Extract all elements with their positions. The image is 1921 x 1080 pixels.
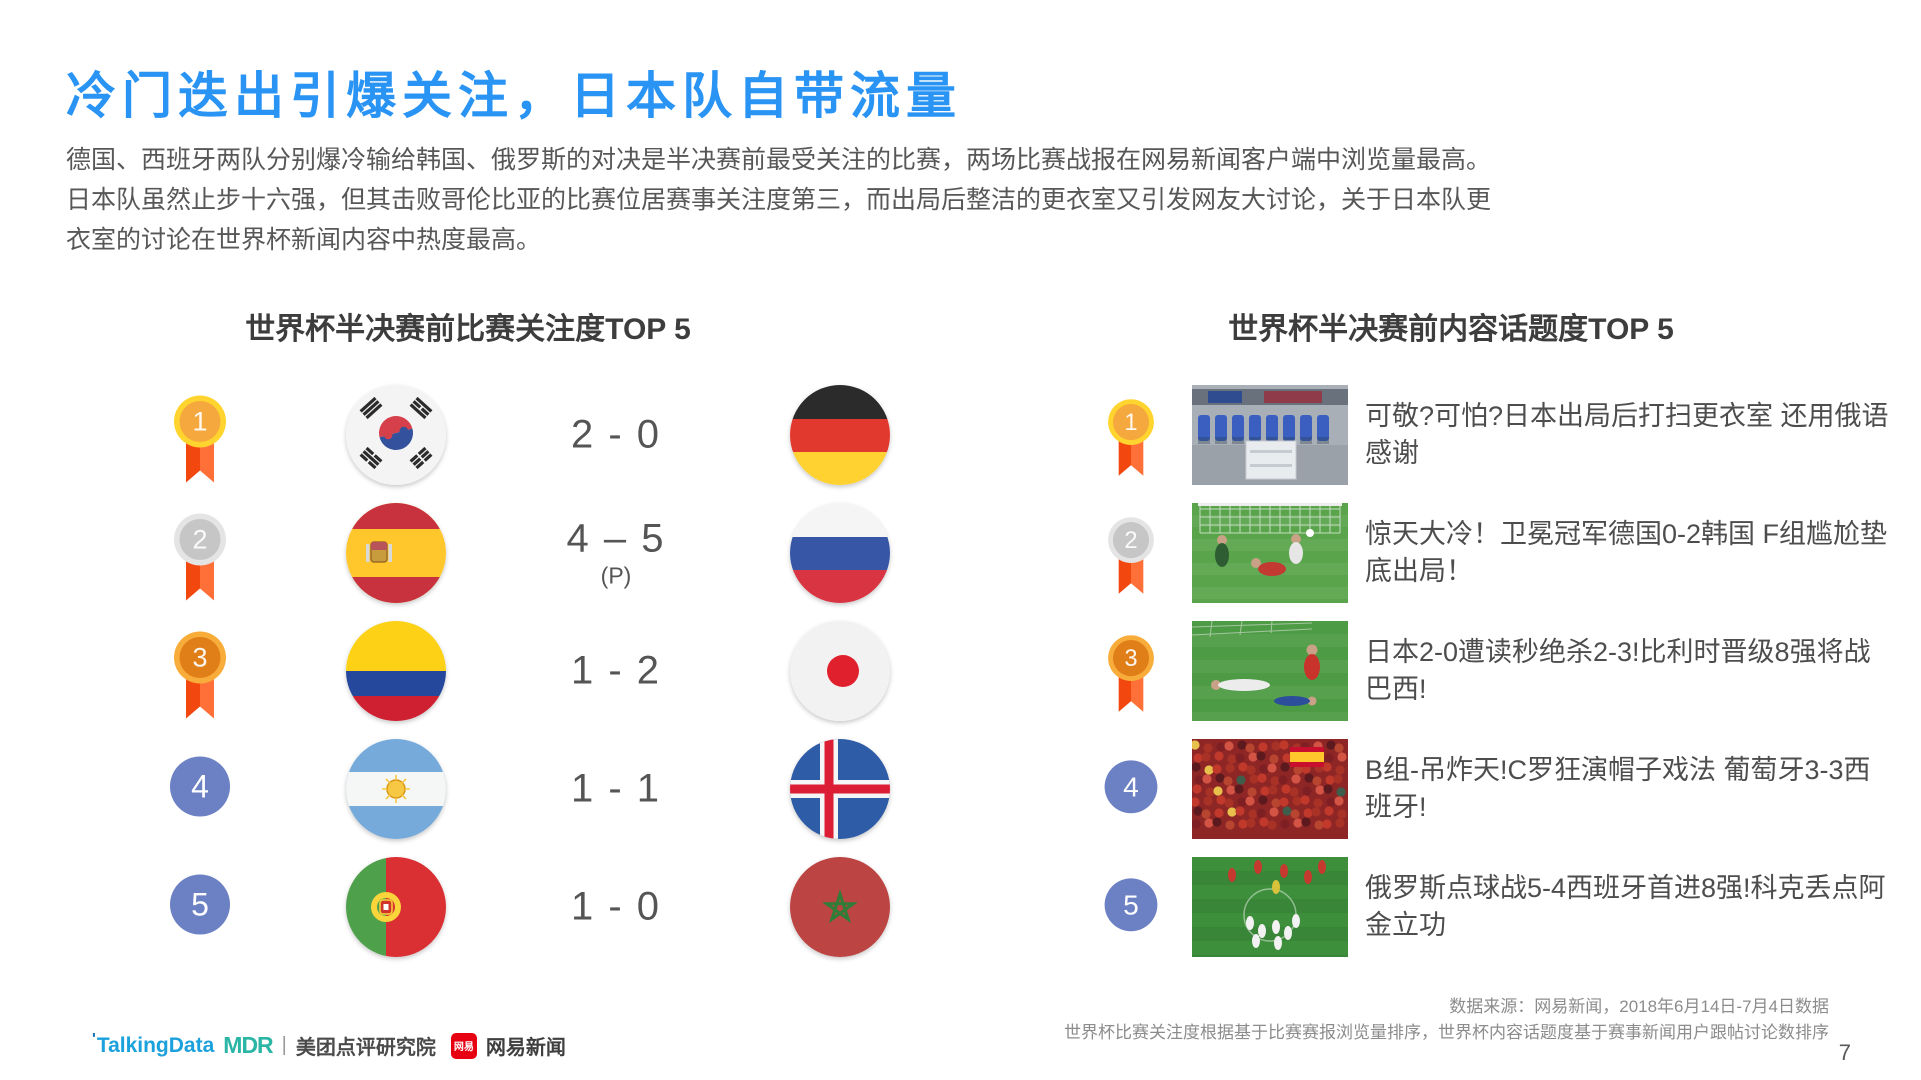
spain-flag	[346, 503, 446, 603]
source-line-1: 数据来源：网易新闻，2018年6月14日-7月4日数据	[1449, 997, 1829, 1016]
rank-2-badge: 2	[1105, 516, 1156, 601]
rank-1-badge: 1	[1105, 398, 1156, 483]
svg-text:2: 2	[192, 525, 207, 555]
rank-1-badge: 1	[171, 395, 229, 492]
rank-4-badge: 4	[1103, 759, 1159, 820]
topic-row-5: 5 俄罗斯点球战5-4西班牙首进8强!科克丢点阿金立功	[0, 848, 1921, 966]
news-headline: B组-吊炸天!C罗狂演帽子戏法 葡萄牙3-3西班牙!	[1365, 755, 1871, 822]
news-photo-penalty-celebration	[1192, 857, 1348, 957]
svg-text:4: 4	[191, 769, 209, 805]
news-headline: 日本2-0遭读秒绝杀2-3!比利时晋级8强将战巴西!	[1365, 637, 1871, 704]
score-value: 4 – 5	[566, 516, 666, 561]
svg-text:5: 5	[191, 887, 209, 923]
match-score: 4 – 5 (P)	[567, 517, 666, 590]
match-row-5: 5 1 - 0	[0, 848, 1921, 966]
meituan-dianping-institute-label: 美团点评研究院	[295, 1037, 436, 1059]
score-value: 1 - 0	[570, 884, 662, 929]
topic-row-4: 4 B组-吊炸天!C罗狂演帽子戏法 葡萄牙3-3西班牙!	[0, 730, 1921, 848]
rank-3-badge: 3	[1105, 634, 1156, 719]
page-title: 冷门迭出引爆关注，日本队自带流量	[66, 68, 962, 124]
page-number: 7	[1838, 1040, 1851, 1065]
iceland-flag	[790, 739, 890, 839]
rank-5-badge: 5	[1103, 877, 1159, 938]
topic-row-2: 2 惊天大冷！卫冕冠军德国0-2韩国 F组尴尬垫底出局！	[0, 494, 1921, 612]
mdr-logo: MDR	[223, 1032, 273, 1058]
news-photo-goal-upset	[1192, 503, 1348, 603]
talkingdata-logo-text: TalkingData	[96, 1033, 215, 1057]
source-line-2: 世界杯比赛关注度根据基于比赛赛报浏览量排序，世界杯内容话题度基于赛事新闻用户跟帖…	[1064, 1023, 1829, 1042]
rank-4-badge: 4	[168, 755, 232, 824]
topic-row-1: 1 可敬?可怕?日本出局后打扫更衣室 还用俄语感谢	[0, 376, 1921, 494]
match-row-2: 2 4 – 5 (P)	[0, 494, 1921, 612]
news-photo-last-second-goal	[1192, 621, 1348, 721]
svg-text:3: 3	[1124, 645, 1137, 672]
match-row-1: 1 2 - 0	[0, 376, 1921, 494]
match-score: 1 - 2	[571, 649, 661, 694]
match-row-3: 3 1 - 2	[0, 612, 1921, 730]
svg-text:3: 3	[192, 643, 207, 673]
morocco-flag	[790, 857, 890, 957]
netease-badge-icon: 网易	[450, 1032, 477, 1059]
argentina-flag	[346, 739, 446, 839]
svg-text:2: 2	[1124, 527, 1137, 554]
news-headline: 可敬?可怕?日本出局后打扫更衣室 还用俄语感谢	[1365, 401, 1889, 468]
intro-paragraph: 德国、西班牙两队分别爆冷输给韩国、俄罗斯的对决是半决赛前最受关注的比赛，两场比赛…	[66, 146, 1492, 254]
footer-logos: 'TalkingData MDR | 美团点评研究院 网易 网易新闻	[92, 1031, 566, 1060]
match-score: 2 - 0	[571, 413, 661, 458]
svg-text:5: 5	[1123, 889, 1139, 920]
logo-divider: |	[281, 1034, 287, 1056]
score-note: (P)	[600, 562, 632, 589]
rank-3-badge: 3	[171, 631, 229, 728]
japan-flag	[790, 621, 890, 721]
talkingdata-tick-icon: '	[92, 1030, 96, 1048]
match-score: 1 - 0	[571, 885, 661, 930]
news-photo-locker-room	[1192, 385, 1348, 485]
score-value: 1 - 2	[570, 648, 662, 693]
svg-text:1: 1	[1124, 409, 1137, 436]
match-score: 1 - 1	[571, 767, 661, 812]
topic-row-3: 3 日本2-0遭读秒绝杀2-3!比利时晋级8强将战巴西!	[0, 612, 1921, 730]
score-value: 2 - 0	[570, 412, 662, 457]
topic-panel-title: 世界杯半决赛前内容话题度TOP 5	[1228, 313, 1674, 346]
data-source-note: 数据来源：网易新闻，2018年6月14日-7月4日数据 世界杯比赛关注度根据基于…	[1064, 994, 1829, 1046]
netease-news-label: 网易新闻	[485, 1037, 566, 1059]
south-korea-flag	[346, 385, 446, 485]
score-value: 1 - 1	[570, 766, 662, 811]
match-panel-title: 世界杯半决赛前比赛关注度TOP 5	[245, 313, 691, 346]
news-headline: 俄罗斯点球战5-4西班牙首进8强!科克丢点阿金立功	[1365, 873, 1886, 940]
rank-2-badge: 2	[171, 513, 229, 610]
match-row-4: 4 1 - 1	[0, 730, 1921, 848]
news-headline: 惊天大冷！卫冕冠军德国0-2韩国 F组尴尬垫底出局！	[1365, 519, 1888, 586]
svg-text:1: 1	[192, 407, 207, 437]
svg-text:4: 4	[1123, 771, 1139, 802]
rank-5-badge: 5	[168, 873, 232, 942]
talkingdata-logo: 'TalkingData	[92, 1030, 215, 1058]
news-photo-red-crowd	[1192, 739, 1348, 839]
